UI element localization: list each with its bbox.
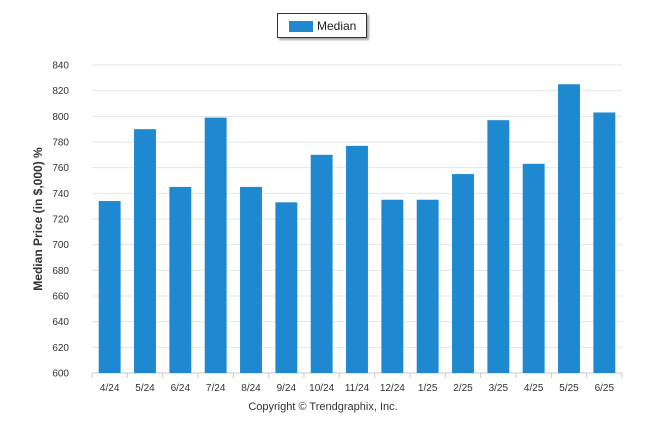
y-tick-label: 720 (52, 215, 69, 226)
bars (98, 84, 616, 373)
x-tick-label: 12/24 (380, 383, 405, 394)
y-tick-label: 760 (52, 163, 69, 174)
x-tick-label: 7/24 (206, 383, 226, 394)
x-tick-label: 5/25 (559, 383, 579, 394)
bar-12/24[interactable] (381, 199, 404, 373)
y-tick-label: 780 (52, 138, 69, 149)
bar-7/24[interactable] (204, 117, 227, 373)
bar-8/24[interactable] (240, 186, 262, 373)
bar-5/25[interactable] (558, 84, 580, 373)
bar-5/24[interactable] (134, 129, 156, 373)
y-tick-label: 640 (52, 317, 69, 328)
x-axis-ticks: 4/24 5/24 6/24 7/24 8/24 9/24 10/24 11/24 12/24 1… (91, 373, 623, 394)
y-tick-label: 600 (52, 369, 69, 380)
bar-9/24[interactable] (275, 202, 298, 373)
x-tick-label: 6/24 (171, 383, 191, 394)
y-tick-label: 800 (52, 112, 69, 123)
legend[interactable]: Median (277, 13, 367, 38)
y-axis-ticks: 600 620 640 660 680 700 720 740 760 780 800 820 840 (52, 61, 69, 380)
bar-6/25[interactable] (593, 112, 616, 373)
y-tick-label: 620 (52, 343, 69, 354)
bar-1/25[interactable] (416, 199, 439, 373)
y-tick-label: 820 (52, 86, 69, 97)
y-tick-label: 840 (52, 61, 69, 72)
bar-11/24[interactable] (346, 145, 368, 373)
copyright-text: Copyright © Trendgraphix, Inc. (248, 401, 398, 413)
x-tick-label: 6/25 (595, 383, 615, 394)
legend-label: Median (317, 19, 357, 33)
y-tick-label: 740 (52, 189, 69, 200)
bar-4/24[interactable] (98, 201, 121, 373)
bar-10/24[interactable] (310, 154, 333, 373)
y-axis-label: Median Price (in $,000) % (31, 147, 45, 291)
x-tick-label: 4/24 (100, 383, 120, 394)
x-tick-label: 5/24 (135, 383, 155, 394)
x-tick-label: 11/24 (345, 383, 370, 394)
x-tick-label: 2/25 (453, 383, 473, 394)
legend-swatch (289, 21, 313, 32)
x-tick-label: 9/24 (277, 383, 297, 394)
bar-4/25[interactable] (522, 163, 545, 373)
y-tick-label: 660 (52, 292, 69, 303)
bar-6/24[interactable] (169, 186, 192, 373)
y-tick-label: 700 (52, 240, 69, 251)
x-tick-label: 8/24 (241, 383, 261, 394)
x-tick-label: 10/24 (309, 383, 334, 394)
x-tick-label: 4/25 (524, 383, 544, 394)
y-tick-label: 680 (52, 266, 69, 277)
bar-2/25[interactable] (452, 174, 474, 373)
x-tick-label: 1/25 (418, 383, 438, 394)
x-tick-label: 3/25 (489, 383, 509, 394)
bar-3/25[interactable] (487, 120, 510, 373)
